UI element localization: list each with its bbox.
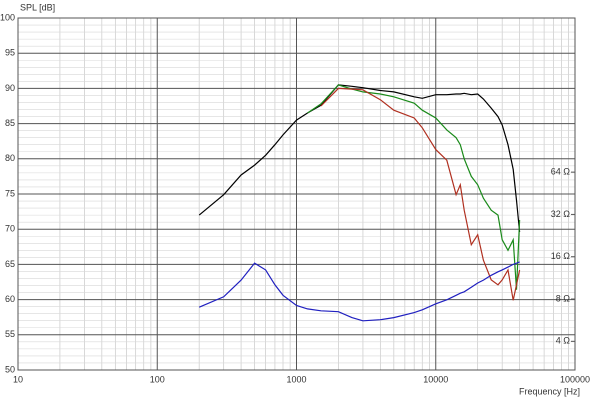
y-tick-label: 95	[5, 48, 15, 58]
x-axis-label: Frequency [Hz]	[519, 386, 580, 396]
y-tick-label: 90	[5, 83, 15, 93]
y-tick-label: 80	[5, 153, 15, 163]
series-line	[198, 261, 520, 322]
y-tick-label: 85	[5, 118, 15, 128]
y-tick-label: 70	[5, 224, 15, 234]
x-tick-label: 10	[13, 374, 23, 384]
series-line	[320, 87, 521, 301]
y2-tick-label: 64 Ω	[551, 167, 571, 177]
y-tick-label: 50	[5, 364, 15, 374]
y2-tick-label: 32 Ω	[551, 209, 571, 219]
y-tick-label: 100	[0, 12, 15, 22]
y-tick-label: 55	[5, 329, 15, 339]
y2-tick-label: 8 Ω	[556, 293, 571, 303]
y2-tick-label: 4 Ω	[556, 336, 571, 346]
y-tick-label: 75	[5, 188, 15, 198]
x-tick-label: 10000	[423, 374, 448, 384]
x-tick-label: 1000	[286, 374, 306, 384]
series-line	[198, 84, 521, 233]
series-line	[307, 84, 521, 290]
plot-frame	[17, 17, 576, 371]
y-axis-label: SPL [dB]	[20, 2, 55, 12]
y-tick-label: 60	[5, 294, 15, 304]
x-tick-label: 100	[150, 374, 165, 384]
y2-tick-label: 16 Ω	[551, 251, 571, 261]
x-tick-label: 100000	[560, 374, 590, 384]
y-tick-label: 65	[5, 259, 15, 269]
